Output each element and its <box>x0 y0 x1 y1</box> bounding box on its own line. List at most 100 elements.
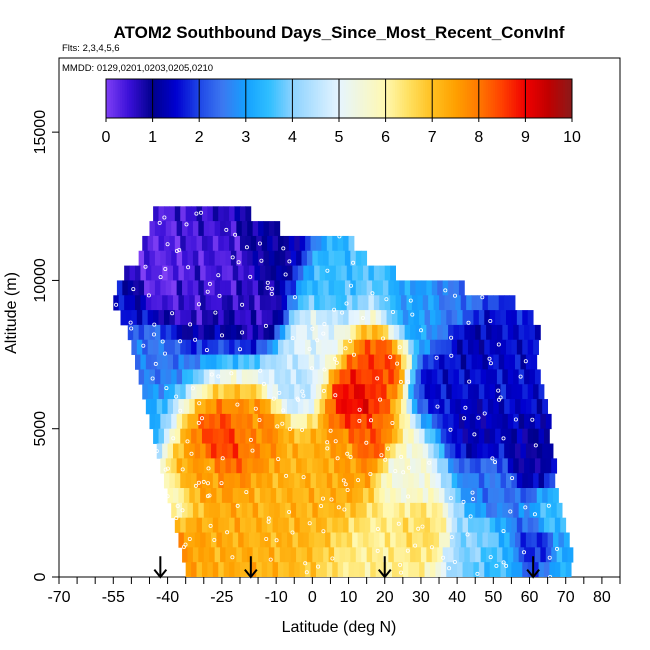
heatmap-cell <box>182 502 188 519</box>
heatmap-cell <box>252 280 259 296</box>
heatmap-cell <box>265 354 272 370</box>
heatmap-cell <box>214 413 221 430</box>
observation-point <box>141 343 146 348</box>
heatmap-cell <box>346 532 353 548</box>
heatmap-cell <box>270 488 277 504</box>
heatmap-cell <box>258 413 264 430</box>
heatmap-cell <box>191 384 197 400</box>
heatmap-cell <box>259 399 266 415</box>
heatmap-cell <box>189 488 196 504</box>
heatmap-cell <box>404 458 411 474</box>
heatmap-cell <box>335 265 342 281</box>
heatmap-cell <box>288 428 295 444</box>
observation-point <box>233 232 238 237</box>
heatmap-cell <box>549 562 556 577</box>
heatmap-cell <box>482 532 489 548</box>
heatmap-cell <box>522 339 529 355</box>
heatmap-cell <box>507 324 514 341</box>
heatmap-cell <box>448 324 454 341</box>
observation-point <box>150 376 155 381</box>
heatmap-cell <box>328 458 335 474</box>
heatmap-cell <box>429 428 436 444</box>
observation-point <box>287 426 292 431</box>
heatmap-cell <box>507 458 514 474</box>
heatmap-cell <box>249 295 255 311</box>
heatmap-cell <box>218 206 225 222</box>
heatmap-cell <box>397 562 404 577</box>
heatmap-cell <box>178 399 185 415</box>
observation-point <box>220 456 225 461</box>
heatmap-cell <box>129 295 136 311</box>
heatmap-cell <box>402 473 409 489</box>
heatmap-cell <box>315 339 322 355</box>
heatmap-cell <box>352 295 358 311</box>
observation-point <box>341 478 346 483</box>
heatmap-cell <box>551 502 558 519</box>
observation-point <box>466 320 471 325</box>
heatmap-cell <box>247 458 254 474</box>
observation-point <box>416 526 421 531</box>
heatmap-cell <box>296 280 302 296</box>
colorbar-segment <box>427 79 431 118</box>
heatmap-cell <box>209 280 216 296</box>
heatmap-cell <box>341 265 348 281</box>
heatmap-cell <box>201 310 208 326</box>
heatmap-cell <box>334 369 340 385</box>
colorbar-segment <box>546 79 550 118</box>
heatmap-cell <box>332 562 339 577</box>
heatmap-cell <box>518 547 525 563</box>
heatmap-cell <box>252 547 259 563</box>
heatmap-cell <box>171 280 178 296</box>
heatmap-cell <box>127 280 134 296</box>
heatmap-cell <box>323 369 330 385</box>
heatmap-cell <box>227 354 234 370</box>
heatmap-cell <box>247 324 254 341</box>
heatmap-cell <box>446 310 453 326</box>
heatmap-cell <box>167 488 174 504</box>
heatmap-cell <box>471 399 478 415</box>
heatmap-cell <box>337 384 344 400</box>
heatmap-cell <box>279 280 286 296</box>
colorbar-segment <box>509 79 512 118</box>
heatmap-cell <box>350 413 357 430</box>
colorbar-ticks: 0 1 2 3 4 5 6 7 8 9 10 <box>102 79 581 146</box>
heatmap-cell <box>505 562 512 577</box>
heatmap-cell <box>339 413 346 430</box>
colorbar-segment <box>562 79 566 118</box>
heatmap-cell <box>203 369 210 385</box>
heatmap-cell <box>464 369 471 385</box>
heatmap-cell <box>191 206 197 222</box>
heatmap-cell <box>382 502 389 519</box>
colorbar-tick-label: 3 <box>241 129 250 146</box>
heatmap-cell <box>239 206 246 222</box>
heatmap-cell <box>460 488 467 504</box>
heatmap-cell <box>335 399 342 415</box>
heatmap-cell <box>451 428 458 444</box>
heatmap-cell <box>359 562 366 577</box>
heatmap-cell <box>507 413 514 430</box>
heatmap-cell <box>312 369 319 385</box>
heatmap-cell <box>323 280 330 296</box>
heatmap-cell <box>348 235 355 252</box>
colorbar-segment <box>313 79 317 118</box>
observation-point <box>309 366 314 371</box>
heatmap-cell <box>433 295 440 311</box>
colorbar-segment <box>408 79 412 118</box>
heatmap-cell <box>218 310 225 326</box>
heatmap-cell <box>312 458 319 474</box>
observation-point <box>307 346 312 351</box>
heatmap-cell <box>239 310 246 326</box>
heatmap-cell <box>545 458 552 474</box>
heatmap-cell <box>216 443 223 459</box>
heatmap-cell <box>487 399 494 415</box>
heatmap-cell <box>167 265 174 281</box>
heatmap-cell <box>234 428 241 444</box>
colorbar-segment <box>292 79 296 118</box>
observation-point <box>163 467 168 472</box>
heatmap-cell <box>214 458 221 474</box>
heatmap-cell <box>274 413 281 430</box>
heatmap-cell <box>334 324 340 341</box>
heatmap-cell <box>160 369 167 385</box>
colorbar-segment <box>376 79 380 118</box>
heatmap-cell <box>451 517 458 533</box>
